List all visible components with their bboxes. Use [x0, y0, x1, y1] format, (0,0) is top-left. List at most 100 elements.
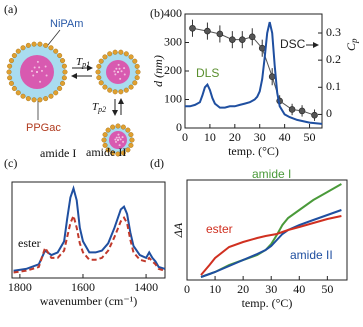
- shell-dot: [102, 84, 108, 90]
- label-sub: p2: [97, 105, 106, 114]
- core-dot: [115, 140, 118, 143]
- core-dot: [36, 60, 39, 63]
- series-line: [200, 215, 342, 276]
- core-dot: [118, 136, 121, 139]
- shell-dot: [110, 150, 116, 156]
- series-label: amide II: [290, 248, 333, 262]
- x-tick-label: 10: [204, 130, 216, 144]
- shell-dot: [120, 124, 126, 130]
- shell-dot: [110, 124, 116, 130]
- shell-dot: [48, 93, 54, 99]
- series-line: [185, 21, 323, 125]
- shell-dot: [8, 58, 14, 64]
- shell-dot: [53, 48, 59, 54]
- chart: (d) 0 10 20 30 40 50 temp. (°C) ΔA amide I amide I…: [150, 156, 348, 310]
- panel-label: (a): [4, 2, 17, 16]
- shell-dot: [123, 51, 129, 57]
- shell-dot: [98, 80, 104, 86]
- data-point: [258, 44, 266, 52]
- shell-dot: [31, 97, 37, 103]
- label-sub: p1: [81, 60, 90, 69]
- core-dot: [119, 138, 122, 141]
- y2-tick-label: 0.3: [326, 25, 341, 39]
- y-tick-label: 100: [164, 91, 182, 105]
- panel-label: (c): [4, 156, 17, 170]
- shell-dot: [132, 58, 138, 64]
- core-dot: [30, 70, 33, 73]
- panel-label: (d): [150, 156, 164, 170]
- core-dot: [40, 69, 43, 72]
- data-point: [238, 36, 246, 43]
- shell-dot: [8, 80, 14, 86]
- data-point: [189, 24, 196, 32]
- shell-dot: [11, 53, 17, 59]
- shell-dot: [128, 54, 134, 60]
- core-dot: [117, 139, 119, 141]
- shell-dot: [134, 63, 140, 69]
- shell-dot: [115, 123, 121, 129]
- panel-label: (b): [150, 6, 164, 20]
- y-axis-label: ΔA: [171, 222, 185, 238]
- shell-dot: [102, 142, 108, 148]
- shell-dot: [57, 85, 63, 91]
- label-base: C: [344, 42, 358, 51]
- series-label: DLS: [196, 66, 219, 80]
- shell-dot: [128, 84, 134, 90]
- data-point: [229, 36, 236, 43]
- shell-dot: [98, 58, 104, 64]
- shell-dot: [135, 69, 141, 75]
- core-dot: [32, 74, 35, 77]
- core-dot: [33, 66, 36, 69]
- core-dot: [36, 71, 38, 73]
- annotation: amide II: [86, 145, 126, 159]
- shell-dot: [43, 96, 49, 102]
- core-dot: [114, 73, 117, 76]
- x-tick-label: 1600: [71, 280, 95, 294]
- core-label: PPGac: [26, 122, 61, 134]
- shell-dot: [134, 75, 140, 81]
- shell-dot: [125, 127, 131, 133]
- shell-dot: [53, 90, 59, 96]
- x-axis-label: temp. (°C): [228, 144, 279, 158]
- core-dot: [114, 138, 117, 141]
- core-dot: [123, 67, 126, 70]
- x-tick-label: 20: [229, 130, 241, 144]
- shell-dot: [105, 127, 111, 133]
- diagram: (a) NiPAm PPGac Tp1 Tp2: [4, 2, 141, 157]
- shell-dot: [20, 45, 26, 51]
- shell-dot: [37, 97, 43, 103]
- x-tick-label: 1800: [8, 280, 32, 294]
- x-tick-label: 40: [279, 130, 291, 144]
- series-label: ester: [206, 222, 233, 236]
- shell-dot: [128, 142, 134, 148]
- y-tick-label: 200: [164, 63, 182, 77]
- shell-dot: [101, 137, 107, 143]
- shell-dot: [112, 49, 118, 55]
- x-tick-label: 10: [209, 282, 221, 296]
- shell-dot: [25, 42, 31, 48]
- transition-label: Tp2: [92, 101, 106, 114]
- series-line: [200, 209, 342, 278]
- data-point: [268, 73, 276, 80]
- annotation: amide I: [40, 146, 76, 160]
- x-tick-label: 50: [304, 130, 316, 144]
- data-point: [288, 106, 296, 113]
- core-dot: [123, 73, 126, 76]
- y-axis-label: d (nm): [151, 55, 165, 87]
- data-point: [248, 33, 256, 41]
- x-tick-label: 40: [293, 282, 305, 296]
- core-dot: [121, 136, 124, 139]
- shell-dot: [96, 75, 102, 81]
- shell-dot: [95, 69, 101, 75]
- core-dot: [119, 77, 122, 80]
- y2-axis-label: Cp: [344, 38, 359, 51]
- shell-dot: [105, 147, 111, 153]
- plot-frame: [11, 181, 166, 279]
- x-tick-label: 30: [265, 282, 277, 296]
- core-dot: [118, 67, 121, 70]
- shell-dot: [62, 69, 68, 75]
- shell-dot: [61, 75, 67, 81]
- data-point: [204, 27, 211, 35]
- x-tick-label: 1400: [134, 280, 158, 294]
